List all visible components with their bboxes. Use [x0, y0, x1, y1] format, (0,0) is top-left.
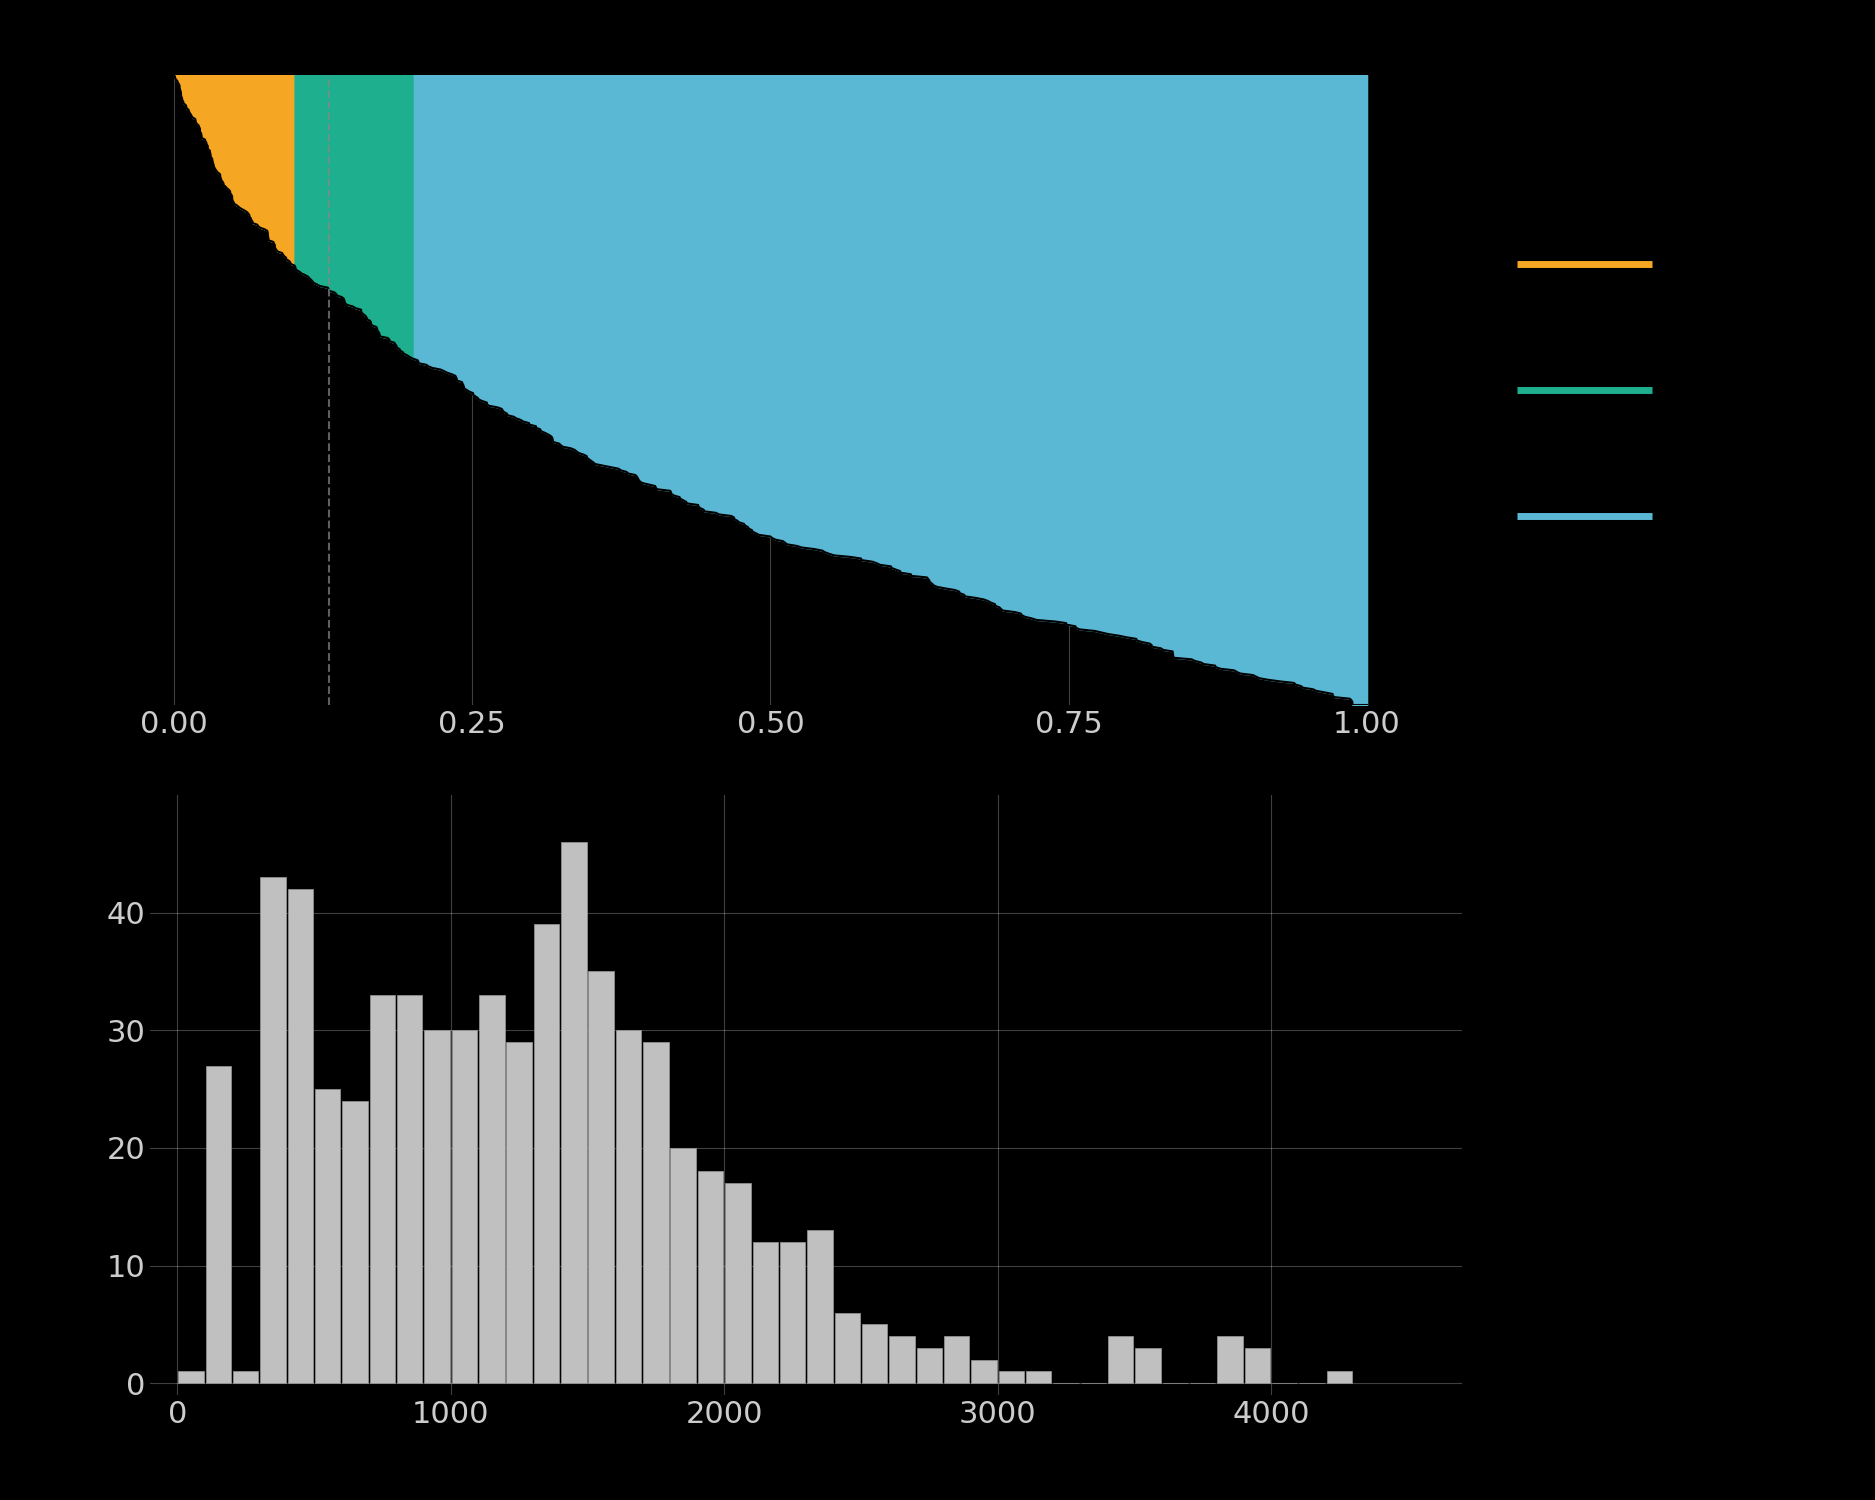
- Bar: [643, 1042, 669, 1383]
- Bar: [615, 1030, 641, 1383]
- Bar: [1136, 1348, 1161, 1383]
- Bar: [780, 1242, 804, 1383]
- Bar: [452, 1030, 476, 1383]
- Bar: [971, 1359, 998, 1383]
- Bar: [343, 1101, 368, 1383]
- Bar: [398, 994, 422, 1383]
- Bar: [1217, 1336, 1243, 1383]
- Bar: [232, 1371, 259, 1383]
- Bar: [589, 972, 613, 1383]
- Bar: [671, 1148, 696, 1383]
- Bar: [1328, 1371, 1352, 1383]
- Bar: [834, 1312, 861, 1383]
- Bar: [1108, 1336, 1132, 1383]
- Bar: [315, 1089, 341, 1383]
- Bar: [917, 1348, 941, 1383]
- Bar: [534, 924, 559, 1383]
- Bar: [698, 1172, 724, 1383]
- Bar: [287, 890, 313, 1383]
- Bar: [178, 1371, 204, 1383]
- Bar: [999, 1371, 1024, 1383]
- Bar: [1026, 1371, 1052, 1383]
- Bar: [506, 1042, 532, 1383]
- Bar: [424, 1030, 450, 1383]
- Bar: [808, 1230, 832, 1383]
- Bar: [369, 994, 396, 1383]
- Bar: [862, 1324, 887, 1383]
- Bar: [206, 1065, 231, 1383]
- Bar: [752, 1242, 778, 1383]
- Bar: [889, 1336, 915, 1383]
- Bar: [1245, 1348, 1269, 1383]
- Bar: [943, 1336, 969, 1383]
- Bar: [480, 994, 504, 1383]
- Bar: [261, 878, 285, 1383]
- Bar: [726, 1184, 750, 1383]
- Bar: [561, 842, 587, 1383]
